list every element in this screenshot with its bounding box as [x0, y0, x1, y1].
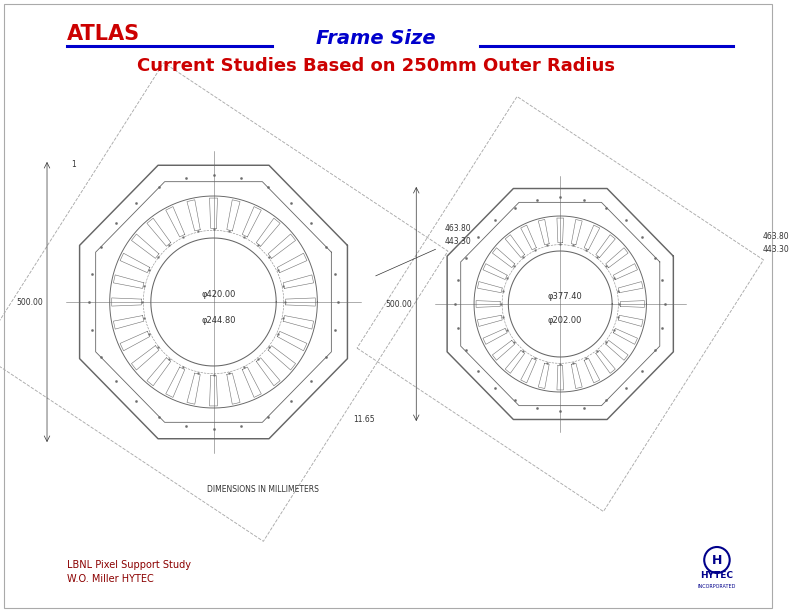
- Text: HYTEC: HYTEC: [700, 572, 733, 581]
- Text: INCORPORATED: INCORPORATED: [698, 583, 736, 589]
- Text: W.O. Miller HYTEC: W.O. Miller HYTEC: [67, 574, 154, 584]
- Text: Current Studies Based on 250mm Outer Radius: Current Studies Based on 250mm Outer Rad…: [137, 57, 615, 75]
- Text: DIMENSIONS IN MILLIMETERS: DIMENSIONS IN MILLIMETERS: [207, 485, 318, 494]
- Text: φ202.00: φ202.00: [548, 316, 582, 324]
- Text: ATLAS: ATLAS: [67, 24, 139, 44]
- Text: 500.00: 500.00: [386, 299, 413, 308]
- Text: 443.30: 443.30: [445, 237, 472, 245]
- Text: 443.30: 443.30: [763, 245, 790, 255]
- Text: 463.80: 463.80: [763, 233, 789, 241]
- Text: H: H: [712, 553, 722, 567]
- Text: LBNL Pixel Support Study: LBNL Pixel Support Study: [67, 560, 191, 570]
- Text: 1: 1: [71, 160, 76, 168]
- Text: 463.80: 463.80: [445, 223, 471, 233]
- Text: 500.00: 500.00: [17, 297, 43, 307]
- Text: φ420.00: φ420.00: [201, 289, 235, 299]
- Text: 11.65: 11.65: [353, 416, 375, 425]
- Text: φ377.40: φ377.40: [548, 291, 582, 300]
- Text: Frame Size: Frame Size: [316, 29, 436, 48]
- Text: φ244.80: φ244.80: [201, 316, 236, 324]
